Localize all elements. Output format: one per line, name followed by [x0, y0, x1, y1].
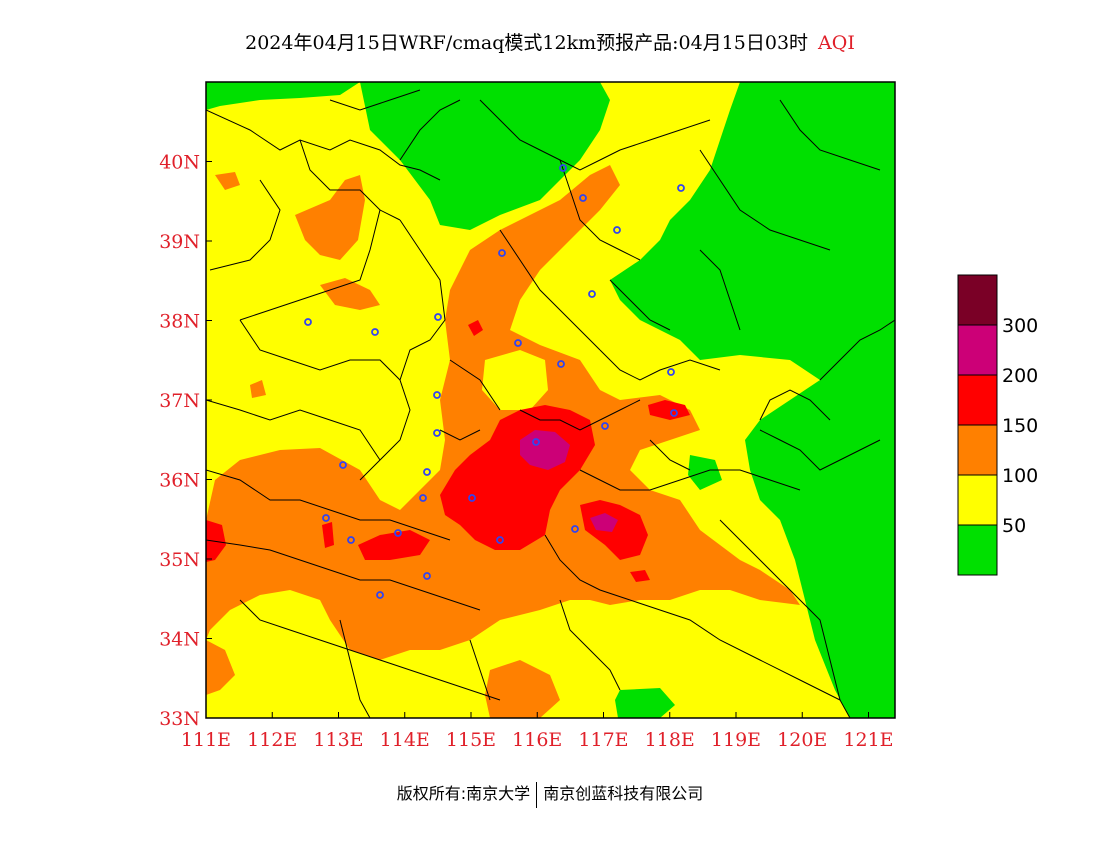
colorbar-label: 50: [1002, 515, 1026, 537]
aqi-band-150-200-east: [580, 500, 648, 560]
aqi-band-100-150-nw: [250, 380, 266, 398]
aqi-band-0-50-patch: [615, 688, 675, 718]
city-marker: [532, 438, 540, 446]
aqi-band-0-50-northwest: [206, 82, 360, 110]
city-marker: [559, 164, 567, 172]
city-marker: [579, 194, 587, 202]
city-marker: [434, 313, 442, 321]
city-marker: [423, 468, 431, 476]
colorbar-swatch: [957, 374, 998, 426]
lat-tick-label: 40N: [159, 152, 200, 174]
footer: 版权所有:南京大学 南京创蓝科技有限公司: [0, 780, 1100, 808]
footer-separator: [536, 781, 538, 808]
colorbar-swatch: [957, 524, 998, 576]
city-marker: [498, 249, 506, 257]
city-marker: [514, 339, 522, 347]
aqi-band-0-50-east: [610, 82, 895, 718]
city-marker: [588, 290, 596, 298]
colorbar-swatch: [957, 474, 998, 526]
city-marker: [376, 591, 384, 599]
lat-tick-label: 37N: [159, 390, 200, 412]
aqi-band-100-150-nw: [215, 172, 240, 190]
colorbar-swatch: [957, 274, 998, 326]
city-marker: [423, 572, 431, 580]
city-marker: [394, 529, 402, 537]
city-marker: [304, 318, 312, 326]
lon-tick-label: 116E: [512, 729, 562, 751]
city-marker: [322, 514, 330, 522]
lon-tick-label: 112E: [247, 729, 297, 751]
city-marker: [613, 226, 621, 234]
aqi-band-100-150-south: [485, 660, 560, 718]
lat-tick-label: 39N: [159, 231, 200, 253]
lon-tick-label: 120E: [777, 729, 827, 751]
aqi-band-150-200-west: [358, 530, 430, 560]
aqi-band-100-150-west: [206, 640, 235, 695]
city-marker: [496, 536, 504, 544]
chart-title: 2024年04月15日WRF/cmaq模式12km预报产品:04月15日03时 A…: [0, 28, 1100, 55]
lat-tick-label: 36N: [159, 470, 200, 492]
aqi-band-150-200-dot: [630, 570, 650, 582]
axis-ticks: 111E 112E 113E 114E 115E 116E 117E 118E 119E 120E…: [159, 152, 893, 752]
aqi-band-0-50-north: [360, 82, 610, 230]
city-marker: [347, 536, 355, 544]
aqi-band-150-200-dot: [322, 522, 334, 548]
city-marker: [601, 422, 609, 430]
lat-tick-label: 34N: [159, 629, 200, 651]
lat-tick-label: 38N: [159, 311, 200, 333]
lat-tick-label: 35N: [159, 549, 200, 571]
aqi-band-0-50-patch: [688, 455, 722, 490]
lon-tick-label: 117E: [578, 729, 628, 751]
lon-tick-label: 113E: [313, 729, 363, 751]
colorbar-swatch: [957, 424, 998, 476]
city-marker: [419, 494, 427, 502]
aqi-band-50-100-hole: [482, 350, 548, 410]
copyright-company: 南京创蓝科技有限公司: [543, 784, 704, 803]
lat-tick-label: 33N: [159, 708, 200, 730]
city-marker: [571, 525, 579, 533]
lon-tick-label: 121E: [843, 729, 893, 751]
colorbar: 50 100 150 200 300: [957, 274, 1038, 576]
title-text: 2024年04月15日WRF/cmaq模式12km预报产品:04月15日03时: [245, 32, 809, 54]
colorbar-label: 200: [1002, 365, 1038, 387]
product-label: AQI: [818, 32, 855, 54]
lon-tick-label: 115E: [446, 729, 496, 751]
aqi-band-150-200-dot: [468, 320, 483, 336]
city-marker: [557, 360, 565, 368]
lon-tick-label: 118E: [645, 729, 695, 751]
city-marker: [677, 184, 685, 192]
colorbar-label: 100: [1002, 465, 1038, 487]
city-marker: [339, 461, 347, 469]
aqi-field: [206, 82, 895, 718]
aqi-band-200-300: [520, 430, 570, 470]
city-markers: [304, 164, 685, 599]
city-marker: [468, 494, 476, 502]
copyright-owner: 版权所有:南京大学: [396, 784, 531, 803]
city-marker: [371, 328, 379, 336]
lon-tick-label: 111E: [181, 729, 231, 751]
city-marker: [433, 391, 441, 399]
city-marker: [433, 429, 441, 437]
aqi-band-200-300: [590, 513, 618, 532]
aqi-band-100-150-nw: [295, 175, 365, 260]
aqi-band-150-200-ne: [648, 400, 690, 420]
colorbar-label: 150: [1002, 415, 1038, 437]
aqi-band-100-150-nw: [320, 278, 380, 310]
colorbar-swatch: [957, 324, 998, 376]
aqi-band-100-150-main: [206, 165, 800, 660]
city-marker: [670, 409, 678, 417]
city-marker: [667, 368, 675, 376]
colorbar-label: 300: [1002, 315, 1038, 337]
admin-boundaries: [206, 89, 895, 718]
lon-tick-label: 119E: [711, 729, 761, 751]
lon-tick-label: 114E: [380, 729, 430, 751]
